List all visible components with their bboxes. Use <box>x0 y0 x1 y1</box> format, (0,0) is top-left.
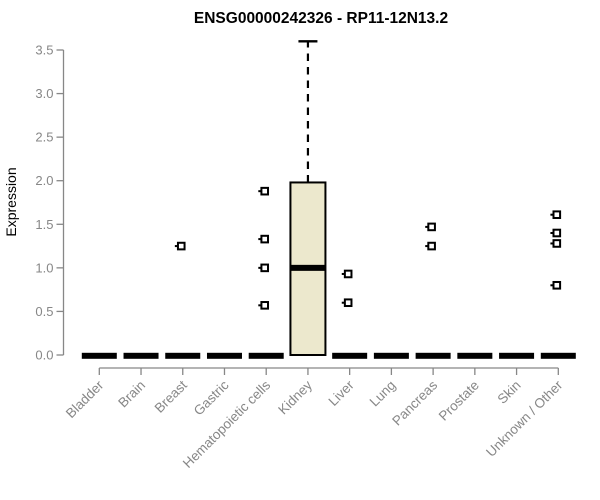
outlier-point-liver <box>343 269 353 279</box>
median-line-kidney <box>290 264 326 271</box>
y-tick-label: 3.0 <box>35 86 53 101</box>
flat-box-gastric <box>206 352 242 359</box>
y-tick-label: 2.0 <box>35 173 53 188</box>
flat-box-brain <box>123 352 159 359</box>
y-tick-label: 3.5 <box>35 43 53 58</box>
x-tick-label-unknown-other: Unknown / Other <box>483 377 566 460</box>
y-tick-label: 2.5 <box>35 130 53 145</box>
outlier-point-breast <box>176 241 186 251</box>
y-tick-label: 0.0 <box>35 348 53 363</box>
outlier-point-hematopoietic-cells <box>260 186 270 196</box>
x-tick-label-prostate: Prostate <box>436 378 482 424</box>
x-tick-label-pancreas: Pancreas <box>389 377 440 428</box>
x-tick-label-kidney: Kidney <box>275 377 315 417</box>
outlier-point-unknown-other <box>552 228 562 238</box>
x-tick-label-breast: Breast <box>152 377 190 415</box>
outlier-point-unknown-other <box>552 210 562 219</box>
x-tick-label-liver: Liver <box>325 377 357 409</box>
outlier-dash-hematopoietic-cells <box>258 238 261 241</box>
flat-box-breast <box>165 352 201 359</box>
outlier-dash-breast <box>174 245 178 248</box>
outlier-point-hematopoietic-cells <box>260 263 270 273</box>
flat-box-lung <box>373 352 409 359</box>
outlier-point-liver <box>343 298 353 308</box>
outlier-point-hematopoietic-cells <box>260 301 270 310</box>
outlier-dash-pancreas <box>425 245 428 248</box>
flat-box-unknown-other <box>540 352 576 359</box>
y-tick-label: 1.0 <box>35 260 53 275</box>
x-tick-label-brain: Brain <box>115 378 148 411</box>
flat-box-hematopoietic-cells <box>248 352 284 359</box>
outlier-point-pancreas <box>427 241 436 251</box>
outlier-dash-hematopoietic-cells <box>258 304 261 307</box>
outlier-dash-liver <box>341 272 345 275</box>
x-tick-label-lung: Lung <box>367 378 399 410</box>
y-tick-label: 1.5 <box>35 217 53 232</box>
x-tick-label-gastric: Gastric <box>191 377 232 418</box>
outlier-dash-unknown-other <box>550 213 553 216</box>
outlier-dash-liver <box>341 301 345 304</box>
outlier-point-pancreas <box>427 222 436 232</box>
outlier-point-unknown-other <box>552 239 562 248</box>
chart-title: ENSG00000242326 - RP11-12N13.2 <box>194 10 448 27</box>
y-tick-label: 0.5 <box>35 304 53 319</box>
plot-area: 0.0 0.5 1.0 1.5 2.0 2.5 3.0 3.5 Bladder Brain Brea… <box>35 40 576 471</box>
x-tick-label-bladder: Bladder <box>63 377 107 421</box>
outlier-dash-unknown-other <box>550 232 553 234</box>
outlier-point-unknown-other <box>552 280 562 290</box>
outlier-dash-unknown-other <box>550 242 553 245</box>
flat-box-prostate <box>457 352 493 359</box>
x-tick-label-skin: Skin <box>495 378 524 407</box>
outlier-dash-hematopoietic-cells <box>258 266 261 269</box>
flat-box-bladder <box>81 352 117 359</box>
y-axis-title: Expression <box>3 167 19 236</box>
flat-box-skin <box>499 352 535 359</box>
outlier-dash-hematopoietic-cells <box>258 190 261 193</box>
flat-box-pancreas <box>415 352 451 359</box>
outlier-point-hematopoietic-cells <box>260 234 270 244</box>
flat-box-liver <box>332 352 368 359</box>
outlier-dash-unknown-other <box>550 284 553 287</box>
outlier-dash-pancreas <box>425 225 428 228</box>
